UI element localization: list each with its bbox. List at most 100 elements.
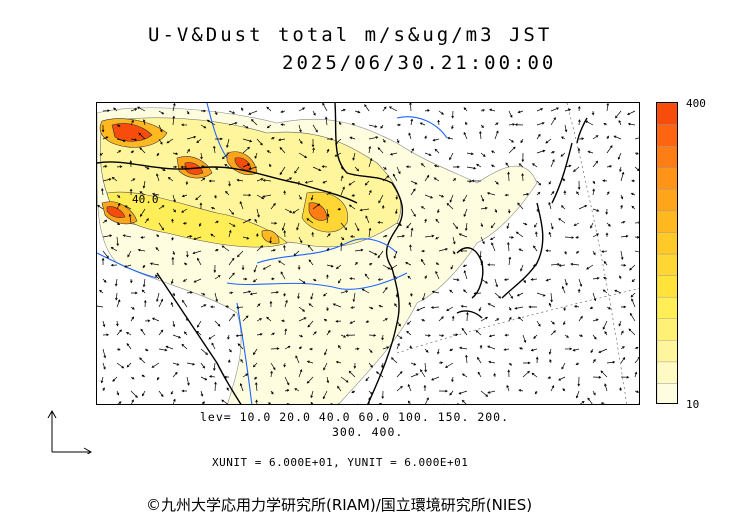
wind-arrow (142, 180, 146, 189)
wind-arrow (100, 187, 104, 196)
wind-arrow (111, 176, 118, 182)
wind-arrow (158, 205, 165, 210)
wind-arrow (270, 202, 276, 210)
wind-arrow (155, 246, 160, 252)
wind-arrow (254, 152, 258, 159)
wind-arrow (197, 257, 202, 266)
wind-arrow (335, 360, 342, 364)
wind-arrow (350, 235, 356, 238)
wind-arrow (613, 135, 622, 140)
wind-arrow (592, 334, 597, 340)
wind-arrow (627, 122, 636, 126)
wind-arrow (396, 334, 403, 339)
wind-arrow (130, 119, 134, 126)
wind-arrow (101, 257, 105, 266)
wind-arrow (116, 299, 121, 308)
wind-arrow (139, 357, 146, 364)
wind-arrow (578, 334, 584, 337)
wind-arrow (368, 306, 374, 310)
wind-arrow (533, 334, 538, 339)
wind-arrow (564, 164, 572, 168)
wind-arrow (357, 403, 359, 404)
wind-arrow (438, 389, 448, 393)
wind-arrow (590, 348, 594, 354)
wind-arrow (629, 312, 636, 322)
wind-arrow (102, 136, 109, 140)
wind-arrow (548, 348, 552, 355)
wind-arrow (456, 403, 460, 404)
wind-arrow (102, 387, 105, 392)
wind-arrow (158, 348, 168, 352)
wind-arrow (185, 180, 189, 186)
wind-arrow (208, 179, 215, 183)
wind-arrow (382, 264, 391, 270)
wind-arrow (298, 369, 303, 378)
wind-arrow (536, 149, 546, 154)
wind-arrow (269, 300, 273, 308)
wind-arrow (127, 250, 132, 258)
wind-arrow (294, 166, 300, 174)
wind-arrow (295, 355, 300, 364)
wind-arrow (487, 263, 496, 267)
wind-arrow (172, 250, 175, 256)
wind-arrow (380, 124, 384, 129)
wind-arrow (110, 263, 118, 267)
wind-arrow (337, 403, 340, 404)
wind-arrow (339, 121, 342, 126)
wind-arrow (424, 135, 427, 140)
wind-arrow (463, 289, 468, 294)
wind-arrow (270, 370, 273, 378)
wind-arrow (378, 403, 382, 404)
wind-arrow (170, 390, 174, 395)
wind-arrow (377, 250, 384, 259)
wind-arrow (116, 236, 120, 247)
wind-arrow (410, 180, 418, 185)
wind-arrow (425, 397, 429, 404)
wind-arrow (201, 401, 206, 404)
wind-arrow (144, 218, 149, 224)
wind-arrow (186, 235, 193, 238)
wind-arrow (437, 208, 440, 214)
wind-arrow (560, 136, 566, 140)
wind-arrow (298, 278, 306, 284)
wind-arrow (573, 305, 580, 308)
wind-arrow (128, 213, 132, 224)
wind-arrow (550, 151, 555, 154)
wind-arrow (312, 203, 321, 210)
wind-arrow (430, 306, 440, 309)
wind-arrow (144, 319, 151, 323)
wind-arrow (298, 317, 307, 322)
wind-arrow (393, 250, 398, 259)
wind-arrow (406, 222, 412, 229)
wind-arrow (368, 124, 378, 128)
wind-arrow (193, 236, 202, 241)
wind-arrow (433, 177, 440, 182)
wind-arrow (620, 250, 624, 261)
wind-arrow (406, 330, 412, 336)
wind-arrow (249, 292, 258, 296)
wind-arrow (473, 292, 482, 295)
wind-arrow (578, 315, 583, 322)
wind-arrow (421, 249, 426, 253)
wind-arrow (508, 123, 516, 126)
wind-arrow (183, 331, 188, 336)
wind-arrow (463, 208, 468, 217)
wind-arrow (361, 288, 370, 294)
wind-arrow (487, 345, 496, 350)
wind-arrow (284, 345, 291, 350)
wind-arrow (521, 152, 525, 163)
wind-arrow (489, 108, 496, 112)
wind-arrow (296, 222, 300, 231)
wind-arrow (407, 400, 411, 404)
wind-arrow (212, 362, 216, 372)
wind-arrow (137, 248, 146, 252)
wind-arrow (592, 358, 596, 364)
wind-arrow (181, 194, 188, 198)
wind-arrow (536, 320, 541, 327)
wind-arrow (550, 117, 556, 126)
wind-arrow (494, 180, 499, 185)
wind-arrow (214, 166, 219, 171)
wind-arrow (100, 376, 104, 384)
wind-arrow (536, 208, 539, 213)
wind-arrow (102, 320, 106, 328)
